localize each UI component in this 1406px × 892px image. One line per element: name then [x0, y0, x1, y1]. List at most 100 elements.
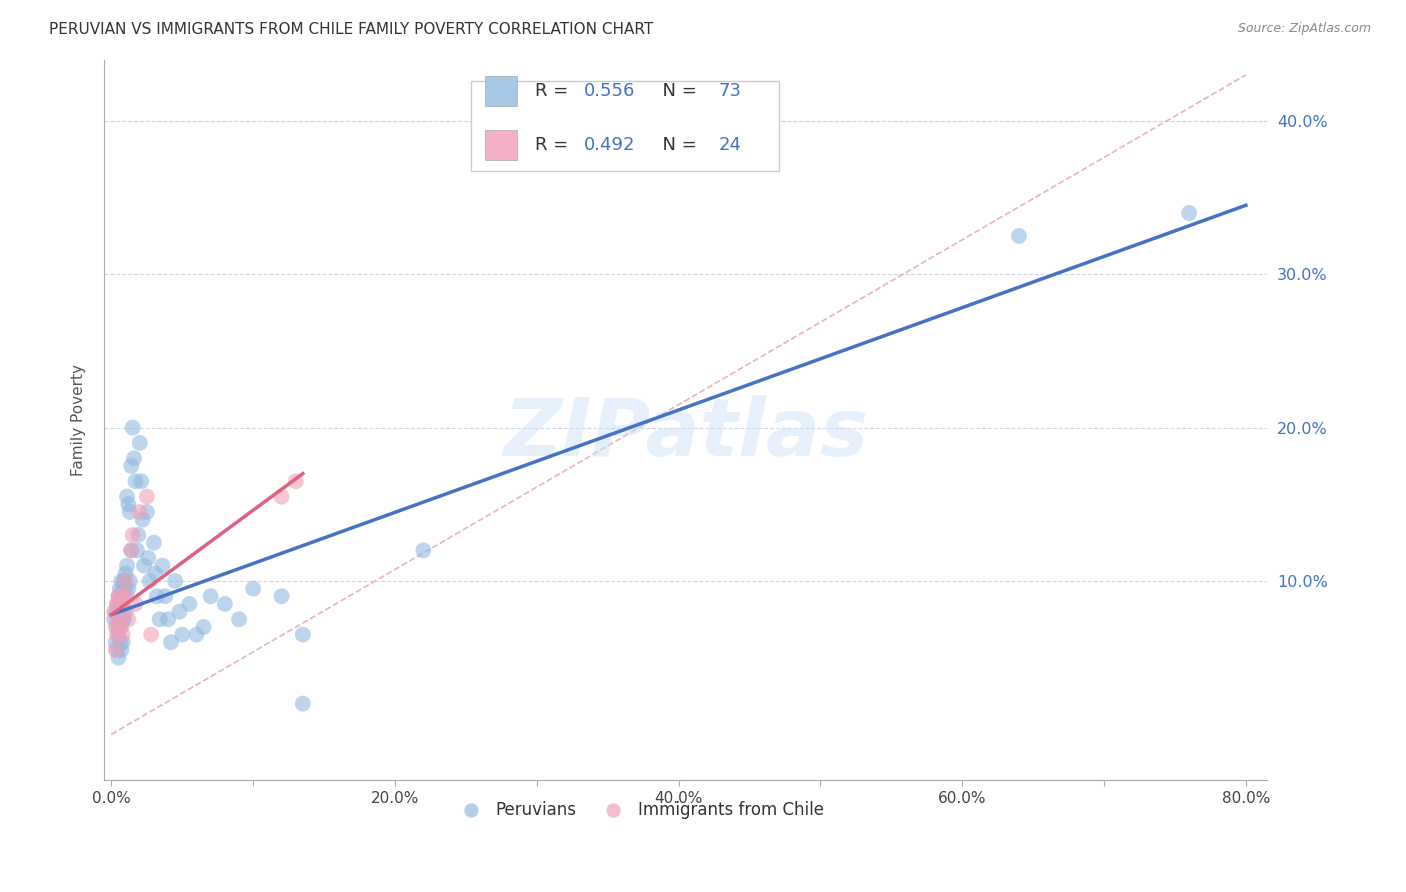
Point	[108, 612, 131, 626]
Point	[136, 551, 159, 566]
Point	[111, 627, 134, 641]
Point	[112, 574, 135, 588]
Point	[157, 612, 180, 626]
Point	[172, 627, 194, 641]
Point	[112, 605, 135, 619]
Point	[120, 458, 142, 473]
Point	[105, 597, 128, 611]
Point	[186, 627, 208, 641]
Point	[165, 574, 187, 588]
Point	[107, 612, 129, 626]
Point	[111, 597, 134, 611]
Point	[111, 582, 134, 596]
Point	[129, 475, 152, 489]
Text: 24: 24	[718, 136, 741, 154]
Point	[114, 574, 136, 588]
Point	[145, 589, 167, 603]
Point	[270, 490, 292, 504]
Point	[107, 605, 129, 619]
FancyBboxPatch shape	[471, 81, 779, 171]
Point	[110, 620, 132, 634]
Point	[270, 589, 292, 603]
Text: 0.556: 0.556	[583, 82, 634, 100]
Point	[104, 605, 127, 619]
Point	[152, 558, 174, 573]
Point	[131, 513, 153, 527]
Text: 0.492: 0.492	[583, 136, 636, 154]
Point	[135, 490, 157, 504]
FancyBboxPatch shape	[485, 130, 517, 161]
Point	[121, 420, 143, 434]
Point	[117, 612, 139, 626]
Point	[412, 543, 434, 558]
Point	[169, 605, 191, 619]
Point	[214, 597, 236, 611]
Point	[108, 597, 131, 611]
Point	[114, 582, 136, 596]
Point	[121, 528, 143, 542]
Point	[179, 597, 201, 611]
Point	[193, 620, 215, 634]
Point	[107, 627, 129, 641]
Point	[105, 597, 128, 611]
Point	[115, 490, 138, 504]
Point	[118, 574, 141, 588]
Point	[122, 451, 145, 466]
Point	[127, 528, 149, 542]
Point	[128, 505, 150, 519]
Point	[110, 643, 132, 657]
Point	[149, 612, 172, 626]
Point	[120, 543, 142, 558]
Point	[139, 627, 162, 641]
Point	[107, 589, 129, 603]
Text: ZIPatlas: ZIPatlas	[503, 395, 869, 474]
Point	[108, 597, 131, 611]
Point	[104, 635, 127, 649]
Point	[103, 605, 125, 619]
Point	[291, 697, 314, 711]
Point	[111, 635, 134, 649]
Y-axis label: Family Poverty: Family Poverty	[72, 364, 86, 476]
Point	[114, 605, 136, 619]
Point	[1008, 229, 1031, 244]
Point	[138, 574, 160, 588]
Point	[1178, 206, 1201, 220]
Text: Source: ZipAtlas.com: Source: ZipAtlas.com	[1237, 22, 1371, 36]
FancyBboxPatch shape	[485, 76, 517, 106]
Point	[118, 505, 141, 519]
Point	[228, 612, 250, 626]
Point	[110, 574, 132, 588]
Point	[242, 582, 264, 596]
Point	[132, 558, 155, 573]
Point	[112, 589, 135, 603]
Point	[143, 566, 166, 581]
Point	[104, 643, 127, 657]
Text: 73: 73	[718, 82, 741, 100]
Point	[142, 535, 165, 549]
Point	[284, 475, 307, 489]
Point	[160, 635, 183, 649]
Point	[107, 589, 129, 603]
Text: N =: N =	[651, 82, 703, 100]
Point	[200, 589, 222, 603]
Point	[104, 620, 127, 634]
Point	[105, 620, 128, 634]
Point	[117, 497, 139, 511]
Point	[114, 566, 136, 581]
Point	[105, 643, 128, 657]
Point	[111, 612, 134, 626]
Text: N =: N =	[651, 136, 703, 154]
Point	[291, 627, 314, 641]
Point	[112, 612, 135, 626]
Point	[108, 620, 131, 634]
Point	[125, 543, 148, 558]
Point	[117, 582, 139, 596]
Point	[110, 605, 132, 619]
Text: R =: R =	[534, 82, 574, 100]
Point	[124, 597, 146, 611]
Point	[107, 650, 129, 665]
Point	[111, 597, 134, 611]
Text: R =: R =	[534, 136, 574, 154]
Point	[110, 589, 132, 603]
Point	[128, 436, 150, 450]
